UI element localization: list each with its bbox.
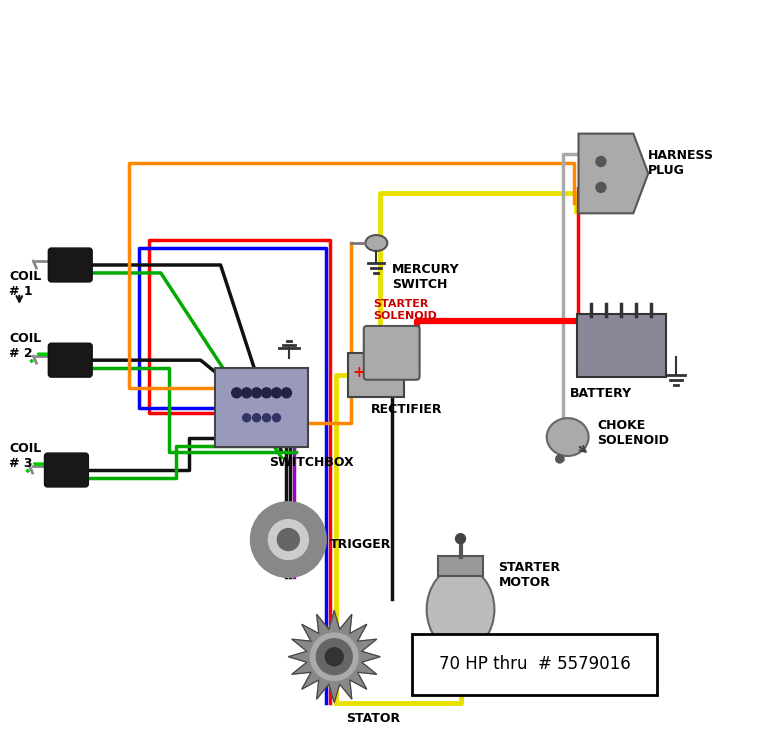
Text: RECTIFIER: RECTIFIER xyxy=(372,403,443,416)
Ellipse shape xyxy=(547,418,588,456)
Text: +: + xyxy=(352,365,365,380)
FancyBboxPatch shape xyxy=(577,314,666,377)
Circle shape xyxy=(272,388,282,398)
Circle shape xyxy=(263,414,270,422)
Circle shape xyxy=(277,528,300,551)
Circle shape xyxy=(269,520,308,559)
Polygon shape xyxy=(578,134,648,213)
Text: SWITCHBOX: SWITCHBOX xyxy=(270,456,354,469)
Circle shape xyxy=(596,182,606,193)
Circle shape xyxy=(243,414,250,422)
FancyBboxPatch shape xyxy=(215,368,309,447)
Text: HARNESS
PLUG: HARNESS PLUG xyxy=(647,148,713,176)
Circle shape xyxy=(556,455,564,463)
Circle shape xyxy=(455,534,465,544)
Text: 70 HP thru  # 5579016: 70 HP thru # 5579016 xyxy=(439,655,631,673)
FancyBboxPatch shape xyxy=(438,556,483,576)
Circle shape xyxy=(273,414,280,422)
Circle shape xyxy=(232,388,242,398)
Text: COIL
# 1: COIL # 1 xyxy=(9,270,41,298)
Circle shape xyxy=(316,639,353,675)
Circle shape xyxy=(326,648,343,666)
Polygon shape xyxy=(289,611,380,703)
Text: COIL
# 3: COIL # 3 xyxy=(9,442,41,470)
Circle shape xyxy=(253,414,260,422)
Circle shape xyxy=(596,157,606,167)
FancyBboxPatch shape xyxy=(364,326,419,380)
Text: STARTER
SOLENOID: STARTER SOLENOID xyxy=(374,299,438,320)
FancyBboxPatch shape xyxy=(349,353,404,397)
FancyBboxPatch shape xyxy=(48,343,92,377)
Circle shape xyxy=(282,388,291,398)
FancyBboxPatch shape xyxy=(48,248,92,282)
Text: TRIGGER: TRIGGER xyxy=(330,538,392,551)
Text: STARTER
MOTOR: STARTER MOTOR xyxy=(498,561,561,589)
Text: STATOR: STATOR xyxy=(346,711,400,725)
Circle shape xyxy=(252,388,262,398)
FancyBboxPatch shape xyxy=(45,453,88,487)
FancyBboxPatch shape xyxy=(412,634,657,695)
Ellipse shape xyxy=(366,235,387,251)
Circle shape xyxy=(262,388,272,398)
Circle shape xyxy=(310,633,358,681)
Text: MERCURY
SWITCH: MERCURY SWITCH xyxy=(392,263,460,291)
Text: BATTERY: BATTERY xyxy=(570,387,632,401)
Circle shape xyxy=(250,502,326,578)
Text: CHOKE
SOLENOID: CHOKE SOLENOID xyxy=(598,419,670,447)
Circle shape xyxy=(242,388,252,398)
Ellipse shape xyxy=(427,567,495,652)
Text: COIL
# 2: COIL # 2 xyxy=(9,332,41,360)
